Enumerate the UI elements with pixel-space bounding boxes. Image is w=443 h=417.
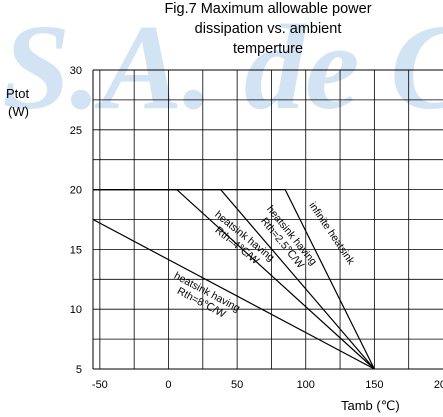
chart-title-line-3: temperture [233,41,303,57]
y-tick-label: 10 [70,304,82,316]
x-tick-label: 200 [434,379,443,391]
chart-title-line-2: dissipation vs. ambient [195,21,342,37]
watermark: S.A. de C [2,0,443,135]
chart-title: Fig.7 Maximum allowable power dissipatio… [164,1,371,57]
series-line [93,189,375,370]
y-axis-label-line-2: (W) [8,104,29,119]
y-tick-label: 25 [70,125,82,137]
series-line [92,218,375,370]
y-axis-label: Ptot (W) [6,86,30,119]
x-tick-label: 100 [297,379,315,391]
chart-title-line-1: Fig.7 Maximum allowable power [164,1,371,17]
y-tick-label: 5 [76,364,82,376]
y-axis-label-line-1: Ptot [6,86,30,101]
x-tick-label: -50 [92,379,108,391]
x-axis-label: Tamb (℃) [341,398,400,413]
y-tick-label: 20 [70,185,82,197]
x-tick-label: 150 [365,379,383,391]
y-tick-label: 30 [70,65,82,77]
x-tick-label: 0 [165,379,171,391]
x-tick-label: 50 [231,379,243,391]
y-tick-label: 15 [70,244,82,256]
